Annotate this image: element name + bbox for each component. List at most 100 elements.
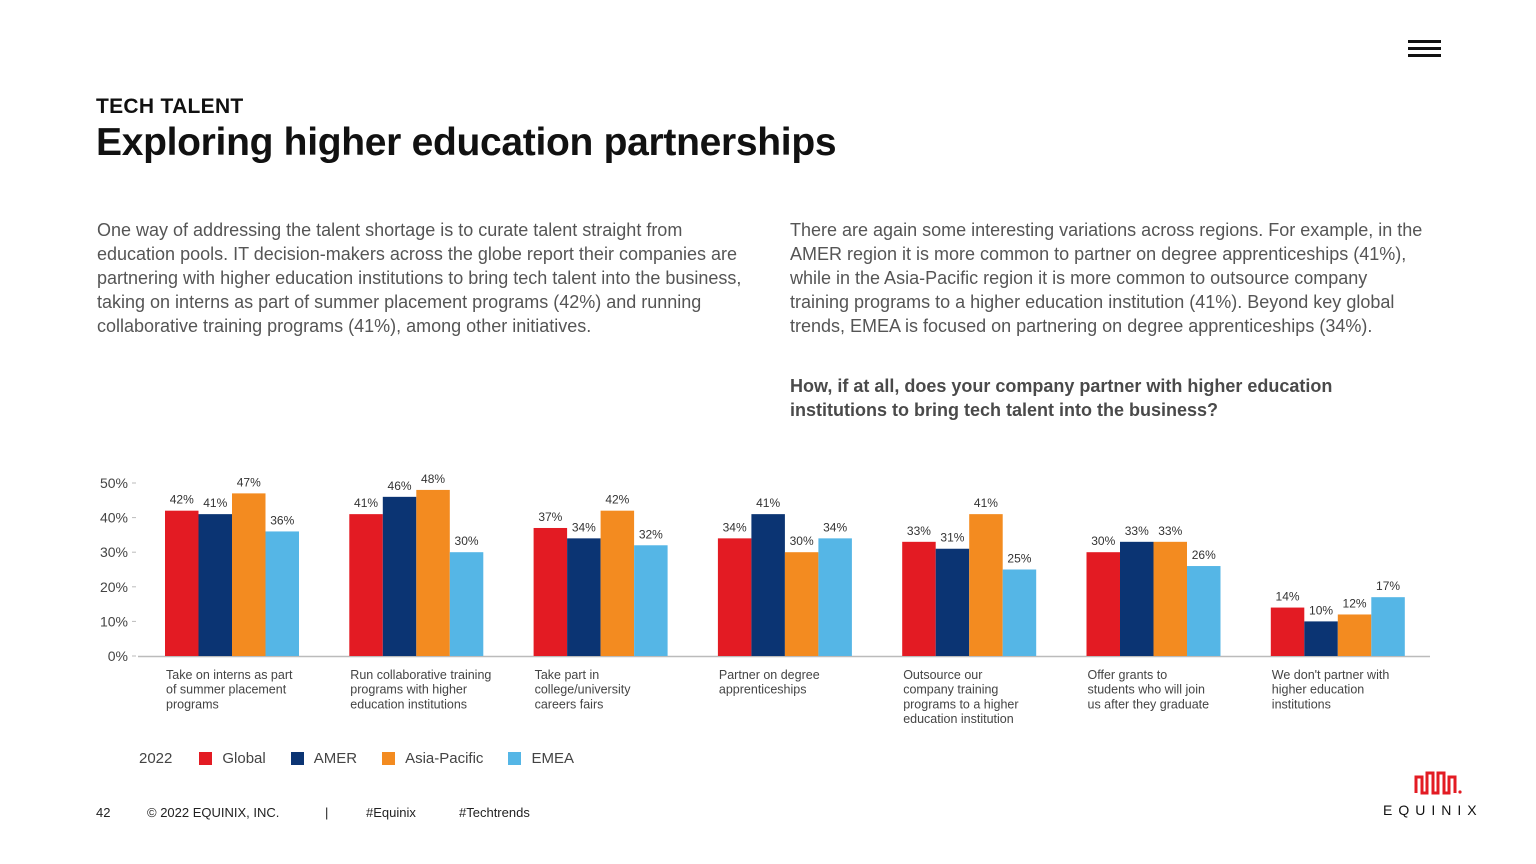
legend-year: 2022 [139, 750, 173, 767]
category-label: careers fairs [535, 697, 604, 711]
category-label: us after they graduate [1088, 697, 1210, 711]
data-label: 42% [605, 493, 629, 507]
data-label: 31% [940, 531, 964, 545]
legend-label-emea: EMEA [531, 750, 574, 767]
bar-amer [935, 548, 970, 656]
category-label: institutions [1272, 697, 1331, 711]
copyright: © 2022 EQUINIX, INC. [147, 805, 280, 820]
legend-label-amer: AMER [313, 750, 358, 767]
y-tick-label: 40% [100, 510, 128, 526]
hashtag-equinix[interactable]: #Equinix [366, 805, 416, 820]
legend-swatch-emea [508, 752, 522, 765]
bar-amer [1120, 541, 1154, 656]
logo-wordmark: EQUINIX [1383, 802, 1483, 818]
category-label: college/university [535, 683, 632, 697]
equinix-logo-icon [1414, 771, 1462, 795]
category-label: We don't partner with [1272, 668, 1390, 682]
bar-global [533, 527, 568, 656]
equinix-logo: EQUINIX [1383, 765, 1489, 821]
bar-asia-pacific [232, 493, 266, 656]
y-tick-label: 50% [100, 475, 128, 491]
bar-amer [382, 496, 417, 656]
legend-swatch-global [199, 752, 213, 765]
bar-global [349, 514, 383, 656]
y-tick-label: 20% [100, 579, 128, 595]
data-label: 47% [237, 475, 261, 489]
bar-emea [818, 538, 852, 656]
bar-global [1086, 552, 1120, 656]
category-label: Run collaborative training [350, 668, 491, 682]
bar-asia-pacific [969, 514, 1003, 656]
bar-asia-pacific [600, 510, 635, 656]
category-label: higher education [1272, 683, 1364, 697]
category-label: Take on interns as part [166, 668, 293, 682]
category-label: company training [903, 683, 998, 697]
category-label: education institutions [350, 697, 467, 711]
category-label: programs with higher [350, 683, 467, 697]
legend-item-emea: EMEA [508, 750, 574, 767]
bar-amer [1304, 621, 1338, 656]
bar-asia-pacific [1337, 614, 1372, 656]
data-label: 33% [907, 524, 931, 538]
data-label: 36% [270, 513, 294, 527]
bar-asia-pacific [1153, 541, 1187, 656]
data-label: 34% [823, 520, 847, 534]
y-tick-label: 30% [100, 544, 128, 560]
page-title: Exploring higher education partnerships [96, 121, 837, 164]
data-label: 26% [1192, 548, 1216, 562]
bar-emea [1371, 597, 1405, 656]
y-tick-label: 0% [108, 648, 128, 664]
bar-global [165, 510, 199, 656]
category-label: Outsource our [903, 668, 982, 682]
data-label: 33% [1158, 524, 1182, 538]
bar-emea [449, 552, 484, 656]
data-label: 10% [1309, 603, 1333, 617]
data-label: 41% [974, 496, 998, 510]
bar-emea [265, 531, 299, 656]
hashtag-techtrends[interactable]: #Techtrends [459, 805, 530, 820]
legend-item-global: Global [199, 750, 266, 767]
legend-item-asia-pacific: Asia-Pacific [382, 750, 483, 767]
legend-swatch-asia-pacific [382, 752, 396, 765]
data-label: 30% [455, 534, 479, 548]
bar-global [902, 541, 936, 656]
data-label: 37% [538, 510, 562, 524]
data-label: 34% [723, 520, 747, 534]
bar-emea [634, 545, 668, 656]
data-label: 48% [421, 472, 445, 486]
category-label: programs [166, 697, 219, 711]
legend-swatch-amer [290, 752, 304, 765]
data-label: 46% [388, 479, 412, 493]
legend-item-amer: AMER [290, 750, 358, 767]
bar-emea [1187, 566, 1221, 656]
hamburger-menu-icon[interactable] [1408, 40, 1441, 57]
data-label: 34% [572, 520, 596, 534]
bar-amer [751, 514, 785, 656]
bar-asia-pacific [784, 552, 819, 656]
bar-amer [567, 538, 601, 656]
section-kicker: TECH TALENT [96, 95, 244, 118]
legend-label-global: Global [222, 750, 266, 767]
bar-global [717, 538, 752, 656]
data-label: 14% [1276, 590, 1300, 604]
data-label: 12% [1343, 596, 1367, 610]
bar-chart: 0% 10% 20% 30% 40% 50% 42% 41% 47% 36% Take on int… [100, 472, 1430, 726]
category-label: Offer grants to [1088, 668, 1168, 682]
data-label: 42% [170, 493, 194, 507]
page-number: 42 [96, 805, 111, 820]
bar-global [1270, 607, 1305, 656]
data-label: 41% [203, 496, 227, 510]
footer-separator: | [325, 805, 329, 820]
data-label: 30% [1091, 534, 1115, 548]
bar-emea [1002, 569, 1037, 656]
intro-paragraph: One way of addressing the talent shortag… [97, 220, 742, 336]
data-label: 25% [1007, 552, 1031, 566]
category-label: of summer placement [166, 683, 287, 697]
bar-amer [198, 514, 232, 656]
regional-paragraph: There are again some interesting variati… [790, 220, 1423, 336]
category-label: Take part in [535, 668, 600, 682]
y-tick-label: 10% [100, 613, 128, 629]
category-label: Partner on degree [719, 668, 820, 682]
data-label: 41% [756, 496, 780, 510]
data-label: 30% [790, 534, 814, 548]
